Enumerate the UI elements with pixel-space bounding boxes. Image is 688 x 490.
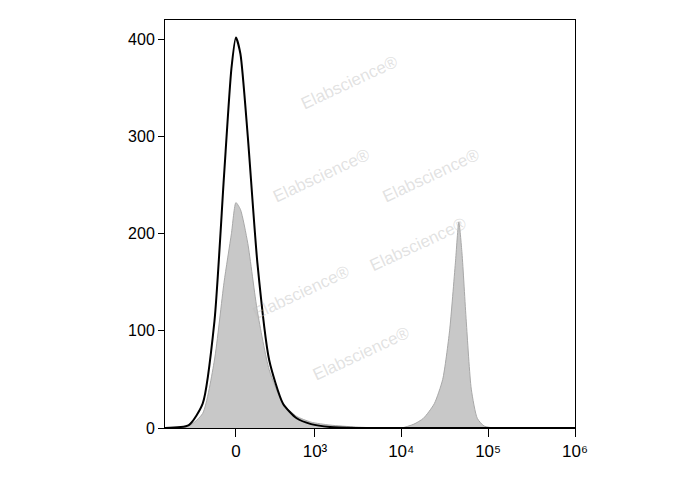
svg-text:Elabscience®: Elabscience® xyxy=(250,262,353,323)
svg-text:10⁴: 10⁴ xyxy=(388,442,414,461)
svg-text:Elabscience®: Elabscience® xyxy=(298,52,401,113)
svg-text:Elabscience®: Elabscience® xyxy=(270,145,373,206)
svg-text:400: 400 xyxy=(128,31,155,48)
svg-text:200: 200 xyxy=(128,225,155,242)
svg-text:Elabscience®: Elabscience® xyxy=(380,145,483,206)
svg-text:100: 100 xyxy=(128,322,155,339)
svg-text:10³: 10³ xyxy=(303,442,328,461)
svg-text:10⁶: 10⁶ xyxy=(562,442,588,461)
svg-text:300: 300 xyxy=(128,128,155,145)
svg-text:10⁵: 10⁵ xyxy=(475,442,501,461)
svg-text:Elabscience®: Elabscience® xyxy=(367,214,470,275)
svg-text:Elabscience®: Elabscience® xyxy=(310,323,413,384)
svg-text:0: 0 xyxy=(231,442,240,461)
svg-text:0: 0 xyxy=(146,420,155,437)
